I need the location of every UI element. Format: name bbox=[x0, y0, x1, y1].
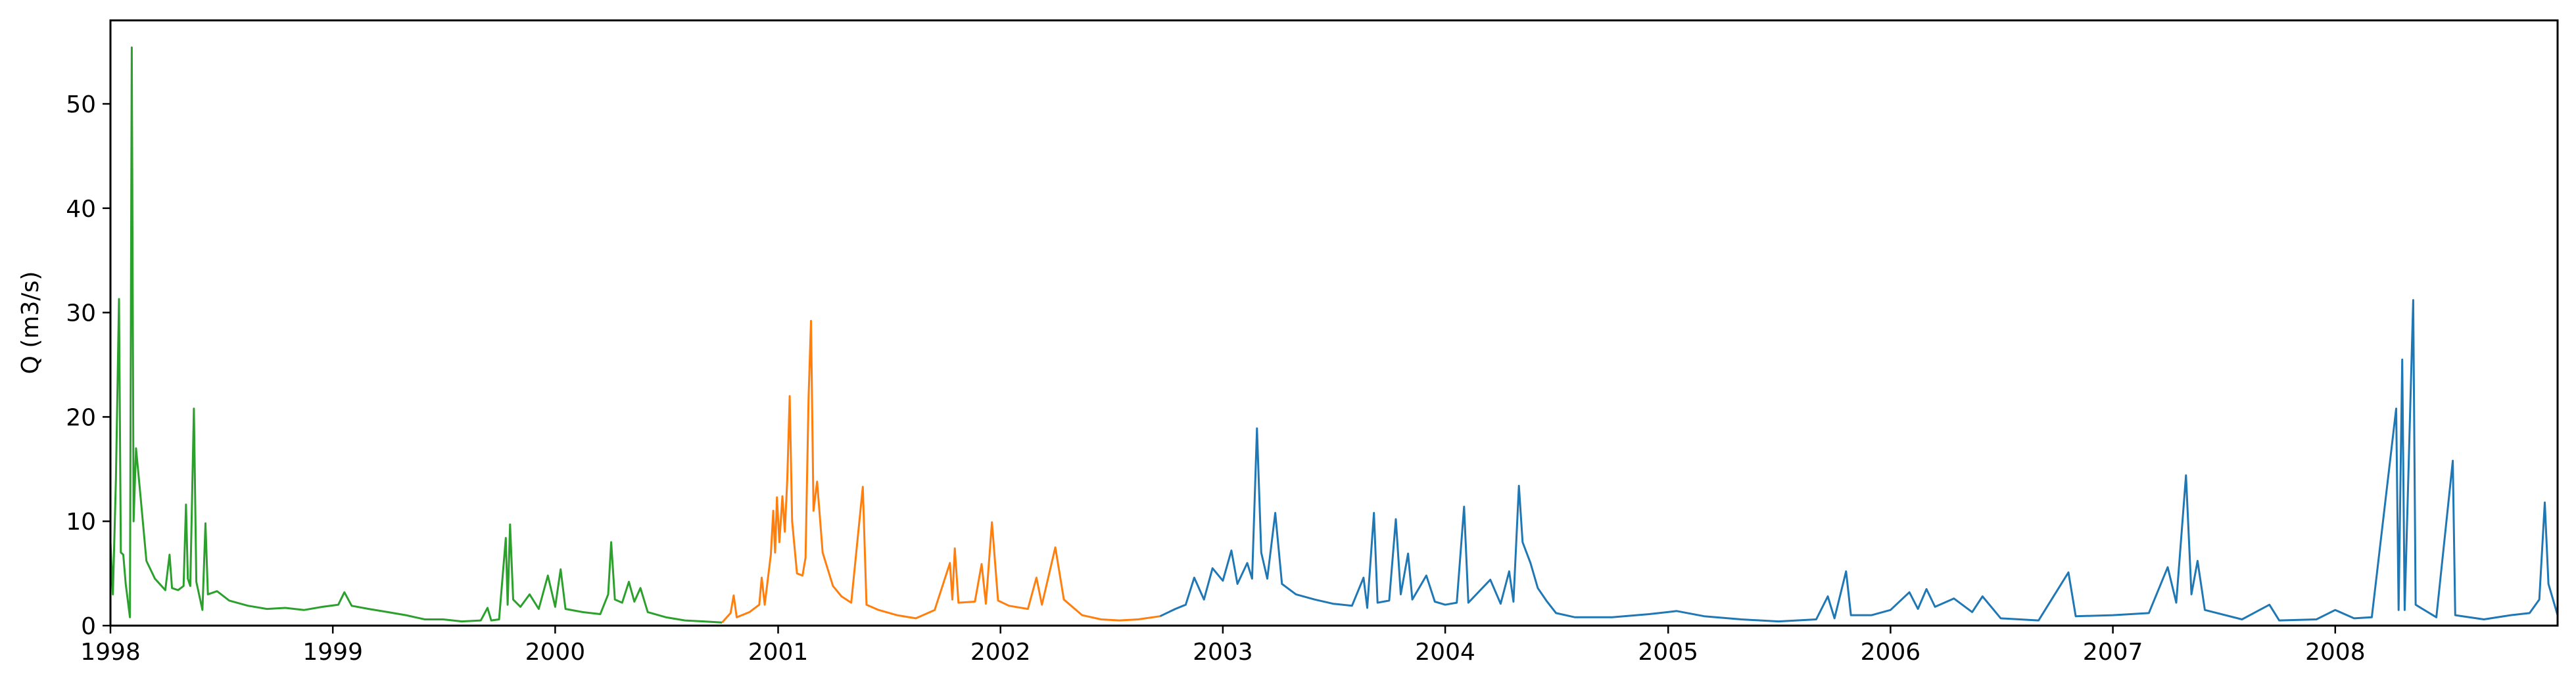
x-tick-label: 2000 bbox=[525, 639, 586, 666]
series-lines bbox=[109, 46, 2559, 624]
x-tick-label: 2003 bbox=[1193, 639, 1253, 666]
series-line-1 bbox=[109, 46, 723, 624]
y-tick-label: 30 bbox=[66, 300, 96, 327]
x-tick-label: 2004 bbox=[1415, 639, 1475, 666]
series-line-3 bbox=[1159, 299, 2559, 623]
plot-frame bbox=[109, 19, 2559, 627]
x-tick-label: 1999 bbox=[302, 639, 363, 666]
x-axis: 1998 1999 2000 2001 2002 2003 2004 2005 2006 2007… bbox=[80, 626, 2366, 666]
series-line-2 bbox=[721, 319, 1160, 624]
x-tick-label: 2006 bbox=[1861, 639, 1921, 666]
x-tick-label: 2008 bbox=[2305, 639, 2366, 666]
x-tick-label: 2005 bbox=[1638, 639, 1698, 666]
y-tick-label: 0 bbox=[81, 613, 96, 640]
y-axis: 0 10 20 30 40 50 bbox=[66, 91, 110, 640]
x-tick-label: 1998 bbox=[80, 639, 141, 666]
y-tick-label: 40 bbox=[66, 196, 96, 223]
x-tick-label: 2001 bbox=[748, 639, 809, 666]
y-tick-label: 20 bbox=[66, 404, 96, 431]
x-tick-label: 2007 bbox=[2083, 639, 2143, 666]
x-tick-label: 2002 bbox=[970, 639, 1031, 666]
y-tick-label: 10 bbox=[66, 509, 96, 536]
y-tick-label: 50 bbox=[66, 91, 96, 118]
y-axis-label: Q (m3/s) bbox=[17, 271, 44, 375]
